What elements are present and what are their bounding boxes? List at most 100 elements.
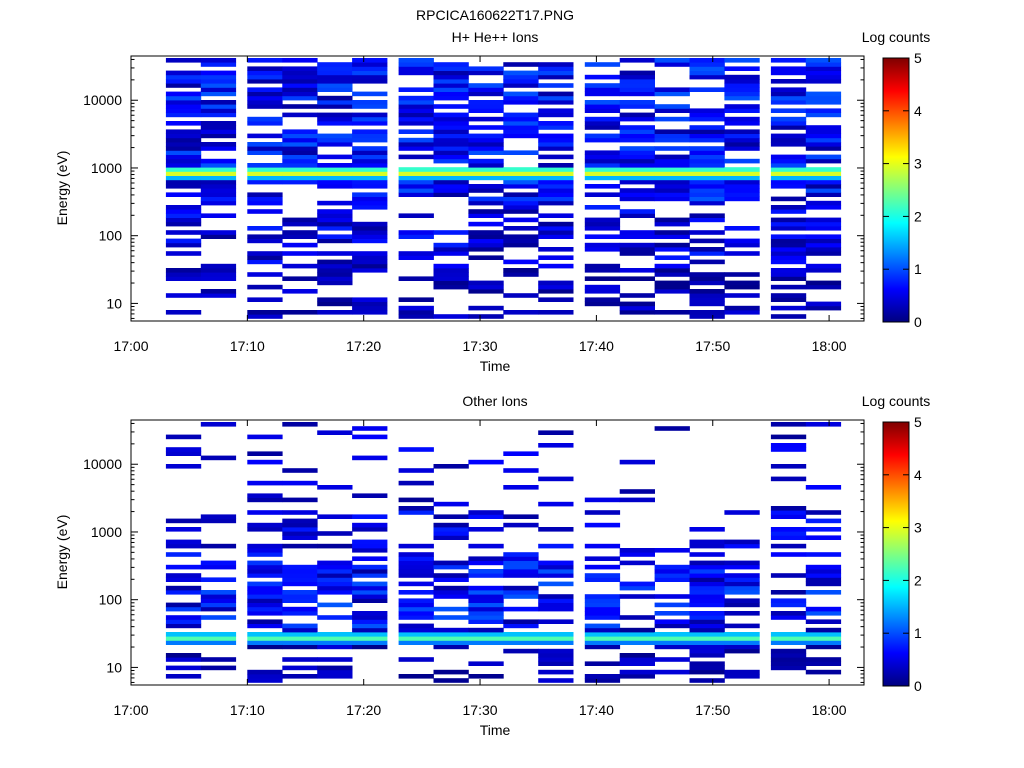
heatmap-cell xyxy=(538,226,574,231)
heatmap-cell xyxy=(165,577,202,582)
heatmap-cell xyxy=(619,247,655,252)
heatmap-cell xyxy=(689,539,725,545)
heatmap-cell xyxy=(654,247,690,252)
heatmap-cell xyxy=(503,648,539,654)
heatmap-cell xyxy=(317,171,353,176)
heatmap-cell xyxy=(724,226,760,231)
heatmap-cell xyxy=(165,171,202,176)
heatmap-cell xyxy=(538,91,574,97)
heatmap-cell xyxy=(770,657,807,662)
heatmap-cell xyxy=(433,263,469,269)
heatmap-cell xyxy=(805,263,842,269)
y-tick-label: 1000 xyxy=(91,160,122,176)
heatmap-cell xyxy=(619,661,655,666)
heatmap-cell xyxy=(538,430,574,435)
heatmap-cell xyxy=(247,272,283,277)
panel-title: H+ He++ Ions xyxy=(452,29,539,45)
heatmap-cell xyxy=(317,573,353,578)
heatmap-cell xyxy=(805,137,842,143)
heatmap-cell xyxy=(503,564,539,570)
heatmap-cell xyxy=(282,276,318,281)
heatmap-cell xyxy=(282,79,318,84)
heatmap-cell xyxy=(352,514,388,519)
heatmap-cell xyxy=(398,251,434,256)
x-tick-label: 17:50 xyxy=(695,338,730,354)
heatmap-cell xyxy=(247,669,283,675)
heatmap-cell xyxy=(724,238,760,244)
heatmap-cell xyxy=(398,632,434,637)
x-axis-label: Time xyxy=(480,722,511,738)
heatmap-cell xyxy=(247,644,283,650)
colorbar-tick-label: 2 xyxy=(914,208,922,224)
heatmap-cell xyxy=(805,226,842,231)
heatmap-cell xyxy=(468,619,504,624)
heatmap-cell xyxy=(468,238,504,244)
heatmap-cell xyxy=(724,158,760,164)
heatmap-cell xyxy=(352,493,388,498)
heatmap-cell xyxy=(282,665,318,671)
heatmap-cell xyxy=(689,175,725,181)
heatmap-cell xyxy=(503,129,539,134)
heatmap-cell xyxy=(282,58,318,63)
heatmap-cell xyxy=(584,594,621,599)
heatmap-cell xyxy=(352,133,388,139)
heatmap-cell xyxy=(165,70,202,76)
heatmap-cell xyxy=(805,619,842,624)
heatmap-cell xyxy=(165,602,202,608)
heatmap-cell xyxy=(352,234,388,239)
heatmap-cell xyxy=(282,590,318,595)
heatmap-cell xyxy=(247,234,283,239)
heatmap-cell xyxy=(282,480,318,486)
heatmap-cell xyxy=(654,611,690,616)
heatmap-cell xyxy=(503,569,539,574)
heatmap-cell xyxy=(398,657,434,662)
heatmap-cell xyxy=(165,230,202,235)
heatmap-cell xyxy=(805,221,842,227)
heatmap-cell xyxy=(689,112,725,118)
heatmap-cell xyxy=(352,632,388,637)
heatmap-cell xyxy=(165,293,202,298)
heatmap-cell xyxy=(352,154,388,160)
heatmap-cell xyxy=(654,602,690,608)
heatmap-cell xyxy=(352,129,388,134)
heatmap-cell xyxy=(654,230,690,235)
heatmap-cell xyxy=(352,585,388,591)
heatmap-cell xyxy=(200,158,237,164)
heatmap-cell xyxy=(770,632,807,637)
heatmap-cell xyxy=(503,175,539,181)
heatmap-cell xyxy=(352,175,388,181)
heatmap-cell xyxy=(619,293,655,298)
heatmap-cell xyxy=(398,606,434,612)
heatmap-cell xyxy=(398,297,434,302)
heatmap-cell xyxy=(654,268,690,273)
heatmap-cell xyxy=(770,661,807,666)
heatmap-cell xyxy=(200,74,237,80)
heatmap-cell xyxy=(689,619,725,624)
heatmap-cell xyxy=(654,104,690,109)
heatmap-cell xyxy=(538,62,574,67)
heatmap-cell xyxy=(805,146,842,151)
heatmap-cell xyxy=(584,100,621,105)
heatmap-cell xyxy=(352,426,388,431)
heatmap-cell xyxy=(619,674,655,679)
heatmap-cell xyxy=(538,154,574,160)
heatmap-cell xyxy=(282,577,318,582)
heatmap-cell xyxy=(689,247,725,252)
heatmap-cell xyxy=(468,196,504,202)
heatmap-cell xyxy=(433,137,469,143)
heatmap-cell xyxy=(503,485,539,490)
heatmap-cell xyxy=(724,171,760,176)
heatmap-cell xyxy=(770,175,807,181)
heatmap-cell xyxy=(317,167,353,172)
x-tick-label: 17:30 xyxy=(463,338,498,354)
heatmap-cell xyxy=(538,133,574,139)
heatmap-cell xyxy=(619,497,655,503)
heatmap-cell xyxy=(654,255,690,260)
heatmap-cell xyxy=(200,657,237,662)
heatmap-cell xyxy=(584,497,621,503)
heatmap-cell xyxy=(619,489,655,494)
heatmap-cell xyxy=(352,434,388,440)
heatmap-cell xyxy=(247,640,283,645)
heatmap-cell xyxy=(584,217,621,223)
heatmap-cell xyxy=(352,167,388,172)
